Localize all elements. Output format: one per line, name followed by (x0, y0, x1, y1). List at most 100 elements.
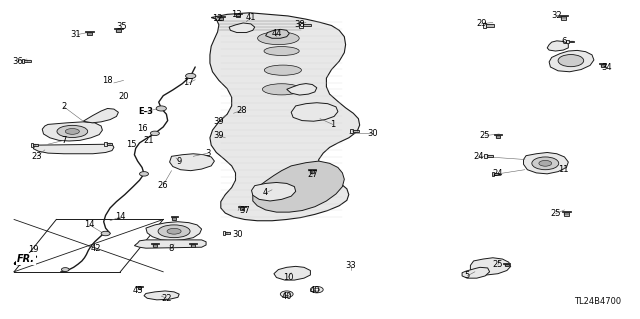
Polygon shape (549, 50, 594, 72)
Polygon shape (492, 172, 494, 175)
Polygon shape (234, 13, 242, 14)
Polygon shape (106, 143, 112, 145)
Polygon shape (308, 169, 316, 170)
Text: 4: 4 (263, 189, 268, 197)
Text: 25: 25 (493, 260, 503, 269)
Circle shape (280, 291, 293, 297)
Polygon shape (353, 130, 359, 132)
Polygon shape (31, 144, 33, 147)
Polygon shape (600, 63, 607, 64)
Ellipse shape (257, 32, 300, 45)
Polygon shape (252, 182, 296, 201)
Text: 10: 10 (283, 273, 293, 282)
Polygon shape (350, 129, 353, 133)
Text: 37: 37 (239, 206, 250, 215)
Text: 5: 5 (465, 271, 470, 280)
Text: E-3: E-3 (138, 107, 154, 116)
Text: 44: 44 (271, 29, 282, 38)
Text: 41: 41 (246, 13, 256, 22)
Text: 1: 1 (330, 120, 335, 129)
Polygon shape (151, 242, 159, 244)
Polygon shape (153, 244, 157, 247)
Polygon shape (601, 64, 605, 67)
Polygon shape (524, 152, 568, 174)
Text: 3: 3 (205, 149, 211, 158)
Polygon shape (561, 16, 566, 20)
Polygon shape (146, 222, 202, 241)
Polygon shape (219, 17, 223, 20)
Polygon shape (144, 291, 179, 300)
Polygon shape (172, 218, 176, 220)
Polygon shape (85, 31, 94, 32)
Text: 7: 7 (61, 136, 67, 145)
Polygon shape (486, 24, 494, 27)
Text: 28: 28 (237, 106, 247, 115)
Polygon shape (462, 267, 490, 278)
Ellipse shape (158, 225, 190, 238)
Ellipse shape (57, 125, 88, 137)
Ellipse shape (539, 160, 552, 166)
Text: 34: 34 (602, 63, 612, 72)
Polygon shape (564, 212, 569, 216)
Polygon shape (33, 144, 114, 154)
Polygon shape (505, 263, 509, 266)
Ellipse shape (558, 55, 584, 67)
Polygon shape (210, 13, 360, 221)
Polygon shape (191, 244, 195, 247)
Text: 20: 20 (118, 92, 129, 101)
Text: TL24B4700: TL24B4700 (573, 297, 621, 306)
Text: 8: 8 (169, 244, 174, 253)
Circle shape (314, 288, 320, 291)
Polygon shape (22, 59, 24, 63)
Text: 13: 13 (232, 10, 242, 19)
Text: 15: 15 (126, 140, 136, 149)
Polygon shape (287, 84, 317, 95)
Text: 36: 36 (13, 57, 23, 66)
Circle shape (140, 172, 148, 176)
Polygon shape (238, 205, 246, 207)
Text: 42: 42 (91, 244, 101, 253)
Polygon shape (229, 23, 255, 33)
Ellipse shape (65, 129, 79, 134)
Polygon shape (484, 154, 487, 159)
Polygon shape (33, 144, 38, 146)
Polygon shape (189, 242, 197, 244)
Text: 14: 14 (115, 212, 125, 221)
Text: 39: 39 (214, 131, 224, 140)
Polygon shape (83, 108, 118, 123)
Polygon shape (217, 16, 225, 17)
Text: 32: 32 (552, 11, 562, 20)
Polygon shape (483, 23, 486, 28)
Polygon shape (559, 15, 568, 16)
Text: 25: 25 (550, 209, 561, 218)
Text: 14: 14 (84, 220, 95, 229)
Text: 16: 16 (137, 124, 147, 133)
Polygon shape (253, 161, 344, 212)
Polygon shape (138, 286, 141, 289)
Polygon shape (566, 40, 569, 43)
Polygon shape (104, 142, 106, 146)
Text: 26: 26 (158, 181, 168, 189)
Text: 21: 21 (143, 137, 154, 145)
Text: 40: 40 (282, 292, 292, 301)
Text: 30: 30 (233, 230, 243, 239)
Polygon shape (494, 173, 499, 175)
Text: 24: 24 (493, 169, 503, 178)
Text: 25: 25 (480, 131, 490, 140)
Circle shape (156, 106, 166, 111)
Polygon shape (266, 29, 289, 38)
Polygon shape (470, 258, 511, 275)
Text: 33: 33 (346, 261, 356, 270)
Text: 12: 12 (212, 14, 223, 23)
Ellipse shape (264, 47, 300, 56)
Polygon shape (24, 60, 31, 62)
Polygon shape (562, 211, 571, 212)
Circle shape (310, 286, 323, 293)
Polygon shape (134, 240, 206, 248)
Polygon shape (223, 231, 225, 235)
Text: 2: 2 (61, 102, 67, 111)
Polygon shape (170, 216, 178, 218)
Circle shape (101, 231, 110, 236)
Text: 22: 22 (161, 294, 172, 303)
Polygon shape (88, 32, 92, 35)
